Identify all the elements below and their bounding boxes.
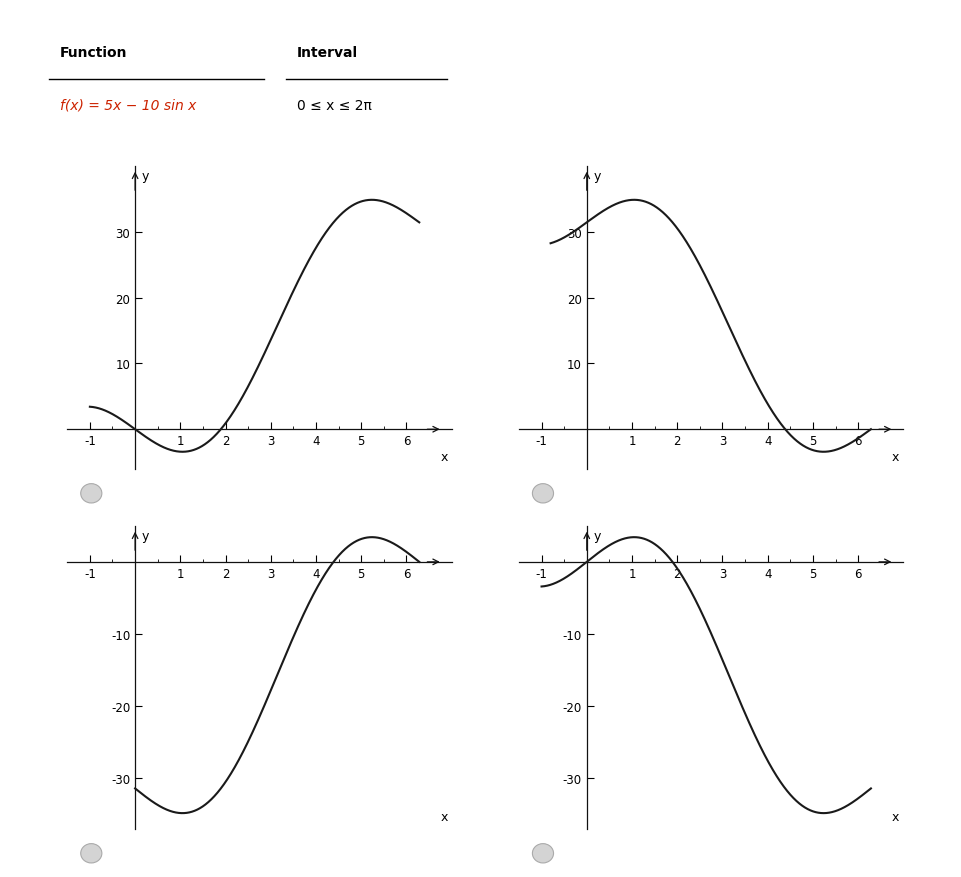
Text: Interval: Interval: [297, 46, 357, 61]
Text: 0 ≤ x ≤ 2π: 0 ≤ x ≤ 2π: [297, 99, 372, 113]
Text: y: y: [142, 169, 149, 182]
Text: f(x) = 5x − 10 sin x: f(x) = 5x − 10 sin x: [60, 99, 196, 113]
Text: x: x: [440, 451, 448, 464]
Text: x: x: [892, 451, 899, 464]
Text: Sketch a graph of the function over the given interval. Use a graphing utility t: Sketch a graph of the function over the …: [7, 13, 660, 26]
Text: x: x: [440, 810, 448, 824]
Text: y: y: [594, 169, 601, 182]
Text: Function: Function: [60, 46, 128, 61]
Text: x: x: [892, 810, 899, 824]
Text: y: y: [142, 529, 149, 542]
Text: y: y: [594, 529, 601, 542]
